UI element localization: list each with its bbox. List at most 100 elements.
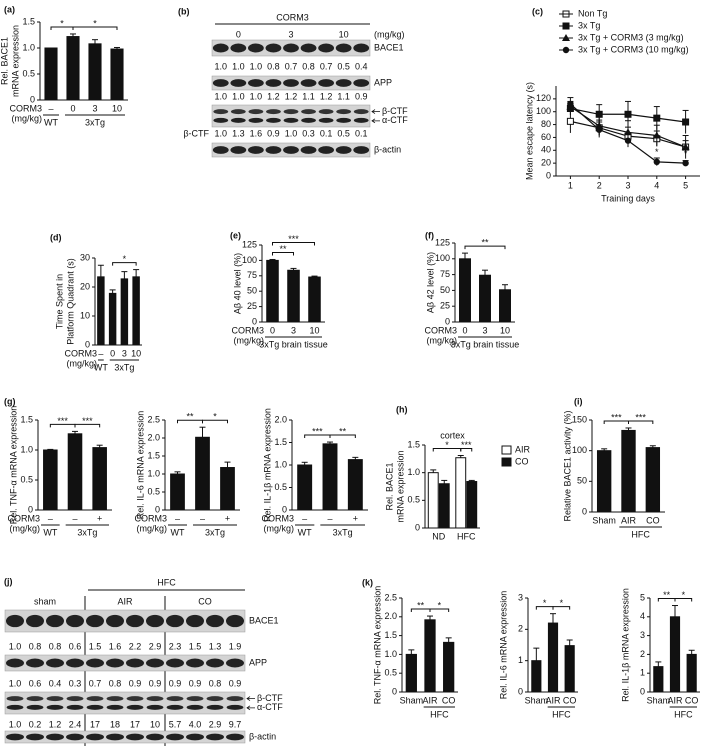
panel-label: (f) <box>425 230 434 240</box>
bar <box>466 481 478 529</box>
x-tick-label: CO <box>442 695 456 705</box>
bar <box>67 433 83 511</box>
lane-group-label: CO <box>198 596 212 606</box>
y-tick-label: 1.0 <box>384 649 397 659</box>
significance-label: ** <box>417 600 425 610</box>
blot-band <box>186 733 204 741</box>
y-tick-label: 0.5 <box>147 486 160 496</box>
group-label: HFC <box>552 709 571 719</box>
quant-value: 0.9 <box>129 678 142 688</box>
bar <box>547 622 559 693</box>
blot-band <box>212 146 229 154</box>
blot-band <box>86 696 104 702</box>
y-tick-label: 30 <box>80 252 90 262</box>
blot-band <box>166 733 184 741</box>
quant-value: 0.5 <box>337 128 350 138</box>
blot-band <box>266 117 281 123</box>
y-axis-label: Aβ 42 level (%) <box>425 252 435 313</box>
lane-group-label: sham <box>34 596 56 606</box>
quant-value: 0.4 <box>355 61 368 71</box>
significance-label: *** <box>288 234 299 244</box>
panel-label: (b) <box>178 6 190 16</box>
blot-band <box>283 109 299 115</box>
y-axis-label: Rel. TNF-α mRNA expression <box>8 406 18 525</box>
quant-value: 17 <box>130 719 140 729</box>
x-tick-label: ND <box>432 531 445 541</box>
group-label: HFC <box>674 709 693 719</box>
quant-value: 0.3 <box>302 128 315 138</box>
significance-label: * <box>93 18 97 28</box>
x-tick-label: 4 <box>654 180 659 190</box>
point-label: * <box>684 149 688 159</box>
blot-band <box>66 696 84 702</box>
arrow <box>371 109 380 114</box>
y-tick-label: 0.5 <box>407 495 420 505</box>
quant-value: 0.7 <box>285 61 298 71</box>
blot-band <box>230 43 247 53</box>
blot-band <box>126 696 144 702</box>
quant-value: 1.0 <box>250 91 263 101</box>
band-label: α-CTF <box>257 702 283 712</box>
x-tick-label: 10 <box>112 103 122 113</box>
y-tick-label: 1.5 <box>274 437 287 447</box>
y-tick-label: 100 <box>536 106 551 116</box>
y-tick-label: 1.5 <box>407 439 420 449</box>
blot-band <box>335 79 352 87</box>
significance-bracket <box>272 251 294 256</box>
row-label: (mg/kg) <box>66 358 97 368</box>
y-tick-label: 2.0 <box>274 414 287 424</box>
quant-value: 1.3 <box>209 641 222 651</box>
band-label: BACE1 <box>249 615 279 625</box>
blot-band <box>230 117 246 123</box>
quant-value: 1.0 <box>9 678 22 688</box>
blot-band <box>226 704 244 710</box>
blot-band <box>247 79 264 87</box>
blot-band <box>86 704 104 710</box>
x-tick-label: – <box>327 513 332 523</box>
legend-label: 3x Tg + CORM3 (3 mg/kg) <box>578 32 684 42</box>
bar <box>120 278 129 346</box>
row-label: CORM3 <box>9 103 42 113</box>
panel-label: (g) <box>4 396 16 406</box>
y-tick-label: 20 <box>541 158 551 168</box>
quant-value: 1.2 <box>267 91 280 101</box>
quant-value: 9.7 <box>229 719 242 729</box>
blot-band <box>46 733 64 741</box>
quant-value: 1.0 <box>215 128 228 138</box>
x-tick-label: 5 <box>683 180 688 190</box>
bar <box>195 436 210 511</box>
blot-band <box>186 614 204 628</box>
blot-band <box>335 43 352 53</box>
blot-band <box>46 696 64 702</box>
blot-band <box>26 704 44 710</box>
row-label: (mg/kg) <box>9 523 40 533</box>
blot-band <box>230 79 247 87</box>
quant-value: 1.5 <box>89 641 102 651</box>
group-label: 3xTg <box>205 527 225 537</box>
x-tick-label: – <box>175 513 180 523</box>
quant-label: β-CTF <box>183 128 209 138</box>
y-tick-label: 80 <box>541 119 551 129</box>
significance-label: * <box>123 254 127 264</box>
quant-value: 0.8 <box>49 641 62 651</box>
quant-value: 0.8 <box>109 678 122 688</box>
quant-value: 0.7 <box>89 678 102 688</box>
group-label: WT <box>43 527 57 537</box>
blot-strip <box>4 609 246 633</box>
blot-band <box>146 733 164 741</box>
blot-band <box>318 79 335 87</box>
y-tick-label: 1.0 <box>20 444 33 454</box>
row-label: CORM3 <box>134 513 167 523</box>
blot-band <box>318 43 335 53</box>
blot-band <box>86 614 104 628</box>
significance-label: * <box>543 598 547 608</box>
blot-band <box>230 146 247 154</box>
significance-label: * <box>60 18 64 28</box>
row-label: (mg/kg) <box>11 113 42 123</box>
bar <box>427 472 439 529</box>
x-tick-label: 3 <box>625 180 630 190</box>
bar <box>424 619 436 693</box>
blot-band <box>300 43 317 53</box>
quant-value: 0.6 <box>69 641 82 651</box>
band-label: β-actin <box>374 144 401 154</box>
